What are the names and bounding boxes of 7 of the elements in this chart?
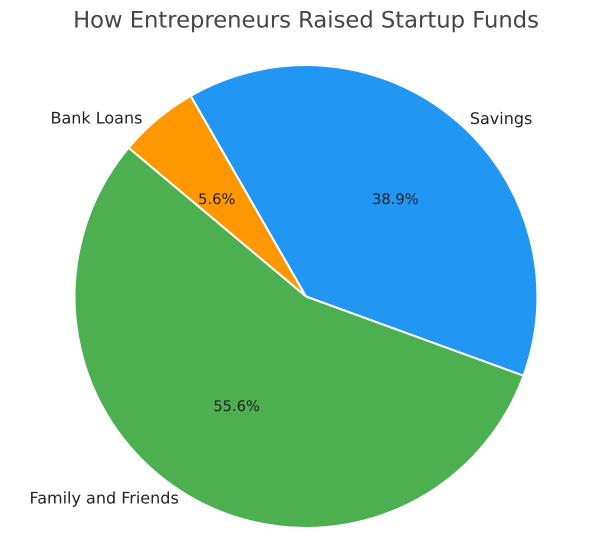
chart-title: How Entrepreneurs Raised Startup Funds — [73, 8, 539, 34]
slice-label: Bank Loans — [50, 108, 142, 128]
data-label: 55.6% — [213, 398, 260, 415]
slice-label: Savings — [470, 108, 532, 128]
data-label: 38.9% — [372, 190, 419, 208]
slice-label: Family and Friends — [29, 488, 179, 508]
data-label: 5.6% — [198, 190, 236, 208]
